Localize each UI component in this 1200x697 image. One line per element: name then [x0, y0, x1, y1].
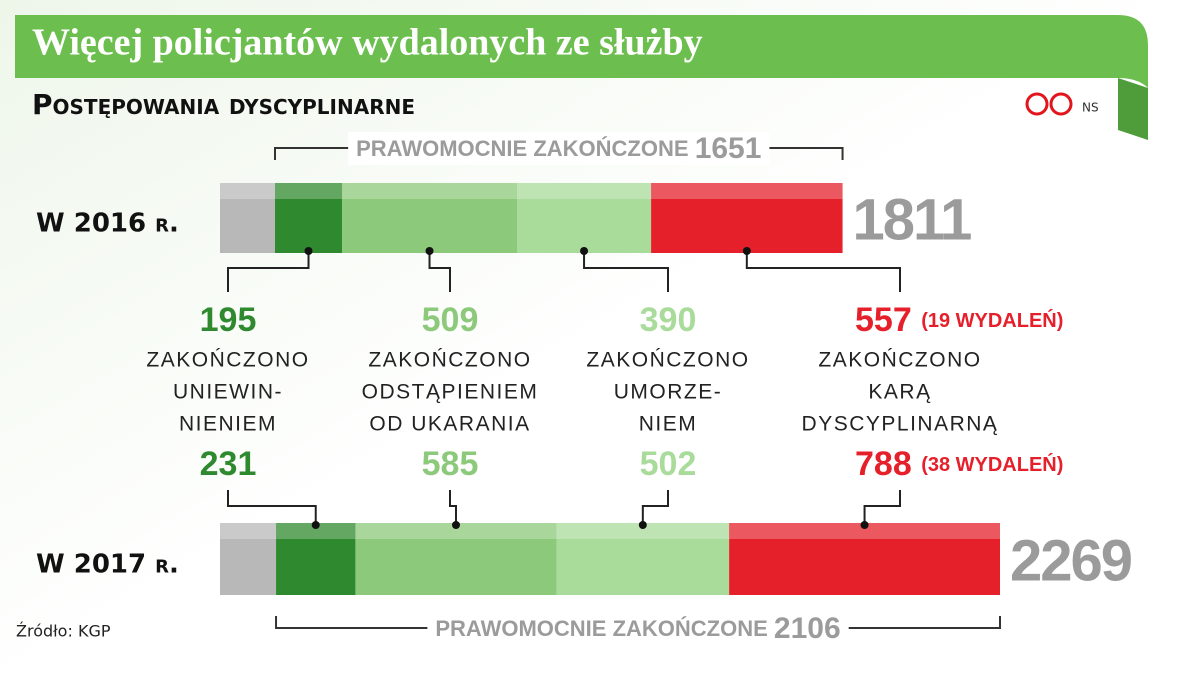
legend-label: KARĄ	[868, 381, 931, 404]
total-label: 2269	[1010, 528, 1132, 593]
label-background	[348, 131, 770, 165]
phono-icon	[1049, 92, 1073, 116]
bar-highlight	[342, 183, 518, 199]
leader-line	[583, 253, 669, 292]
bar-highlight	[651, 183, 843, 199]
finalized-value: 1651	[695, 132, 762, 165]
finalized-value: 2106	[774, 612, 841, 645]
bar-segment	[651, 183, 843, 253]
leader-dot	[311, 521, 320, 529]
bar-highlight	[729, 523, 1000, 539]
leader-line	[641, 490, 669, 523]
value-label: 502	[640, 445, 697, 483]
bar-segment	[556, 523, 730, 595]
leader-line	[745, 253, 901, 292]
value-number: 195	[200, 301, 257, 339]
label-background	[427, 611, 849, 645]
banner	[15, 15, 1148, 88]
leader-dot	[425, 247, 434, 255]
bar-segment	[220, 183, 276, 253]
value-number: 502	[640, 445, 697, 483]
bar-segment	[276, 523, 356, 595]
legend-label: DYSCYPLINARNĄ	[802, 413, 999, 436]
value-number: 585	[422, 445, 479, 483]
bar-segment	[220, 523, 277, 595]
legend-label: OD UKARANIA	[369, 413, 530, 436]
legend-label: ZAKOŃCZONO	[818, 349, 981, 372]
legend-label: ZAKOŃCZONO	[586, 349, 749, 372]
value-note: (38 WYDALEŃ)	[921, 453, 1063, 476]
category-label: W 2016 r.	[36, 209, 179, 239]
finalized-label: PRAWOMOCNIE ZAKOŃCZONE 1651	[356, 132, 761, 165]
bar-highlight	[556, 523, 730, 539]
finalized-label: PRAWOMOCNIE ZAKOŃCZONE 2106	[435, 612, 840, 645]
value-number: 509	[422, 301, 479, 339]
legend-label: ZAKOŃCZONO	[146, 349, 309, 372]
leader-line	[227, 490, 317, 523]
bar-highlight	[275, 183, 343, 199]
value-label: 195	[200, 301, 257, 339]
bar-highlight	[355, 523, 557, 539]
value-label: 788 (38 WYDALEŃ)	[855, 445, 1063, 483]
leader-dot	[580, 247, 589, 255]
leader-dot	[451, 521, 460, 529]
bar-segment	[275, 183, 343, 253]
leader-line	[227, 253, 310, 292]
bar-highlight	[517, 183, 652, 199]
value-number: 788	[855, 445, 912, 483]
value-number: 390	[640, 301, 697, 339]
bar-segment	[729, 523, 1000, 595]
value-number: 557	[855, 301, 912, 339]
chart-title: Więcej policjantów wydalonych ze służby	[32, 22, 703, 64]
source: Źródło: KGP	[16, 622, 111, 641]
value-label: 390	[640, 301, 697, 339]
leader-dot	[304, 247, 313, 255]
copyright-icon	[1025, 92, 1049, 116]
bar-highlight	[220, 523, 277, 539]
leader-line	[428, 253, 451, 292]
bar-highlight	[276, 523, 356, 539]
finalized-text: PRAWOMOCNIE ZAKOŃCZONE	[435, 616, 767, 641]
bar-highlight	[220, 183, 276, 199]
value-label: 231	[200, 445, 257, 483]
subtitle: Postępowania dyscyplinarne	[32, 88, 415, 121]
value-label: 557 (19 WYDALEŃ)	[855, 301, 1063, 339]
legend-label: UMORZE-	[614, 381, 723, 404]
banner-fold	[1118, 78, 1148, 140]
leader-line	[449, 490, 457, 523]
leader-line	[863, 490, 901, 523]
value-label: 509	[422, 301, 479, 339]
legend-label: ZAKOŃCZONO	[368, 349, 531, 372]
legend-label: NIEM	[639, 413, 698, 436]
bar-segment	[355, 523, 557, 595]
value-note: (19 WYDALEŃ)	[921, 309, 1063, 332]
legend-label: ODSTĄPIENIEM	[362, 381, 539, 404]
category-label: W 2017 r.	[36, 550, 179, 580]
credit: NS	[1082, 101, 1099, 115]
leader-dot	[742, 247, 751, 255]
total-label: 1811	[853, 187, 972, 252]
leader-dot	[860, 521, 869, 529]
bar-segment	[342, 183, 518, 253]
legend-label: UNIEWIN-	[173, 381, 283, 404]
legend-label: NIENIEM	[179, 413, 277, 436]
leader-dot	[638, 521, 647, 529]
finalized-text: PRAWOMOCNIE ZAKOŃCZONE	[356, 136, 688, 161]
value-number: 231	[200, 445, 257, 483]
bar-segment	[517, 183, 652, 253]
value-label: 585	[422, 445, 479, 483]
